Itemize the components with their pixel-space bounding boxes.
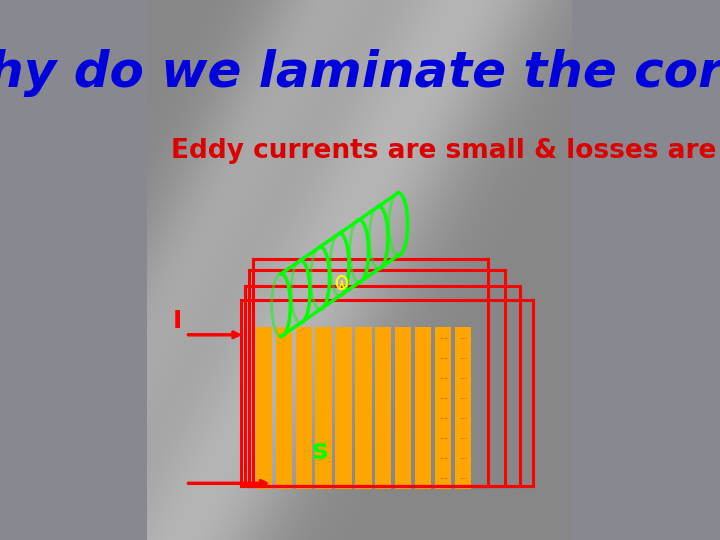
Bar — [455, 327, 472, 489]
Bar — [395, 327, 411, 489]
Text: Eddy currents are small & losses are reduced: Eddy currents are small & losses are red… — [171, 138, 720, 164]
Bar — [276, 327, 292, 489]
Text: Why do we laminate the core?: Why do we laminate the core? — [0, 49, 720, 97]
Text: I: I — [172, 309, 181, 333]
Bar — [375, 327, 392, 489]
Bar — [295, 327, 312, 489]
Bar — [336, 327, 351, 489]
Text: s: s — [312, 437, 328, 465]
Bar — [315, 327, 332, 489]
Bar — [356, 327, 372, 489]
Bar — [435, 327, 451, 489]
Bar — [256, 327, 271, 489]
Bar — [415, 327, 431, 489]
